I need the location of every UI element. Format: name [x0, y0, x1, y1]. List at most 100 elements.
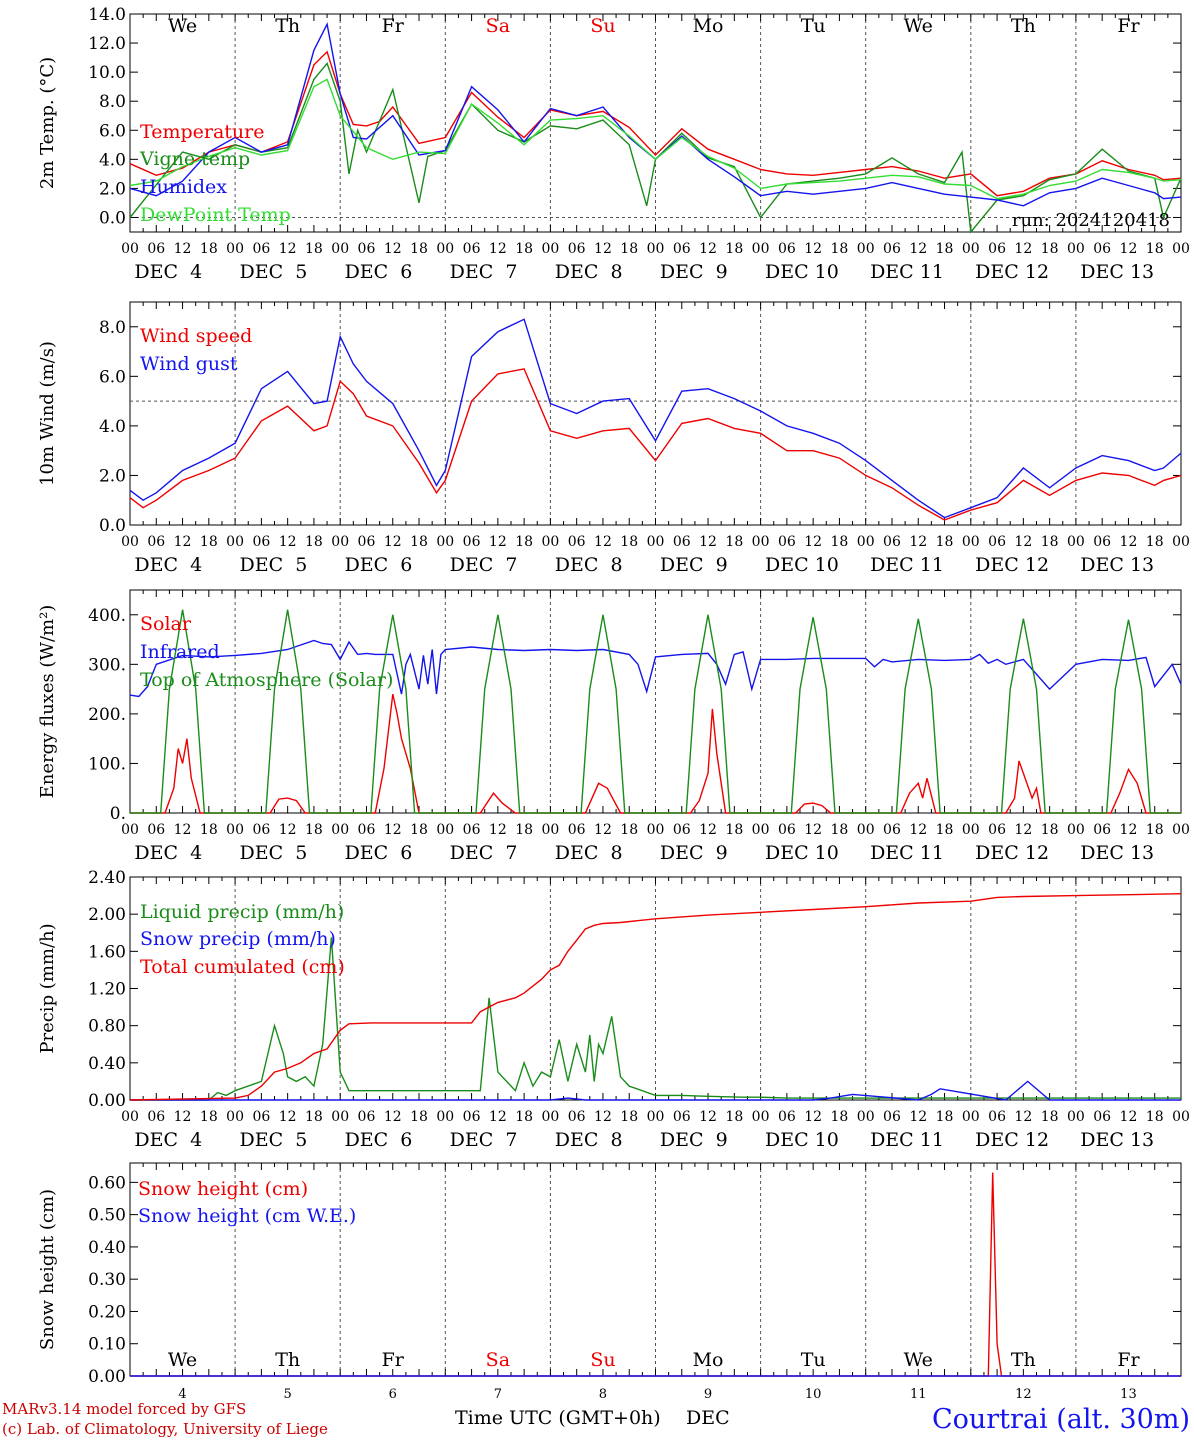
hour-label: 18	[1041, 534, 1059, 550]
hour-label: 18	[515, 241, 533, 257]
date-label: DEC 8	[555, 1129, 623, 1151]
hour-label: 18	[410, 534, 428, 550]
hour-label: 18	[831, 1109, 849, 1125]
legend-entry: Liquid precip (mm/h)	[140, 901, 344, 923]
hour-label: 06	[568, 241, 586, 257]
weekday-label: Th	[275, 15, 300, 37]
weekday-label: Fr	[1117, 1349, 1140, 1371]
hour-label: 18	[1041, 1109, 1059, 1125]
hour-label: 12	[1014, 822, 1032, 838]
hour-label: 00	[647, 822, 665, 838]
date-label: DEC 13	[1080, 1129, 1154, 1151]
hour-label: 12	[174, 241, 192, 257]
hour-label: 00	[857, 822, 875, 838]
hour-label: 18	[936, 241, 954, 257]
hour-label: 12	[384, 241, 402, 257]
hour-label: 12	[804, 241, 822, 257]
y-tick-label: 200.	[88, 705, 126, 725]
hour-label: 12	[699, 1109, 717, 1125]
legend-entry: Top of Atmosphere (Solar)	[140, 669, 393, 691]
hour-label: 18	[1146, 241, 1164, 257]
hour-label: 18	[1146, 1109, 1164, 1125]
hour-label: 18	[1041, 241, 1059, 257]
hour-label: 00	[752, 822, 770, 838]
hour-label: 12	[594, 534, 612, 550]
hour-label: 00	[962, 241, 980, 257]
panel-5: 0.00 0.10 0.20 0.30 0.40 0.50 0.60 Snow height …	[37, 1162, 1182, 1402]
hour-label: 12	[489, 822, 507, 838]
hour-label: 06	[1093, 241, 1111, 257]
hour-label: 00	[962, 822, 980, 838]
hour-label: 06	[778, 241, 796, 257]
legend-entry: Temperature	[140, 121, 264, 143]
y-tick-label: 12.0	[88, 34, 126, 54]
weekday-label: Fr	[1117, 15, 1140, 37]
hour-label: 18	[936, 822, 954, 838]
y-tick-label: 10.0	[88, 63, 126, 83]
hour-label: 12	[1120, 1109, 1138, 1125]
y-tick-label: 0.80	[88, 1017, 126, 1037]
hour-label: 00	[1172, 534, 1190, 550]
hour-label: 06	[358, 241, 376, 257]
date-label: DEC 13	[1080, 261, 1154, 283]
hour-label: 06	[883, 1109, 901, 1125]
hour-label: 12	[699, 534, 717, 550]
weekday-label: Fr	[382, 1349, 405, 1371]
hour-label: 18	[200, 241, 218, 257]
hour-label: 12	[384, 534, 402, 550]
hour-label: 00	[962, 534, 980, 550]
hour-label: 18	[1146, 822, 1164, 838]
day-number-label: 8	[599, 1387, 607, 1402]
y-tick-label: 4.0	[99, 150, 126, 170]
day-number-label: 13	[1120, 1387, 1137, 1402]
date-label: DEC 11	[870, 554, 944, 576]
hour-label: 12	[174, 822, 192, 838]
panel-1: 0.0 2.0 4.0 6.0 8.0 10.0 12.0 14.0 2m Temp. (°C)…	[37, 5, 1190, 283]
date-label: DEC 9	[660, 1129, 728, 1151]
weekday-label: Th	[1011, 15, 1036, 37]
date-label: DEC 9	[660, 842, 728, 864]
y-tick-label: 8.0	[99, 92, 126, 112]
hour-label: 00	[436, 822, 454, 838]
series-line-top-of-atmosphere-solar-	[130, 609, 1181, 814]
day-number-label: 11	[910, 1387, 927, 1402]
hour-label: 06	[673, 534, 691, 550]
hour-label: 12	[594, 241, 612, 257]
hour-label: 18	[515, 822, 533, 838]
legend-entry: Solar	[140, 613, 192, 635]
hour-label: 12	[909, 822, 927, 838]
hour-label: 00	[1067, 1109, 1085, 1125]
series-line-liquid-precip-mm-h-	[130, 937, 1181, 1101]
hour-label: 06	[988, 1109, 1006, 1125]
legend-entry: Snow precip (mm/h)	[140, 928, 336, 950]
y-tick-label: 2.0	[99, 466, 126, 486]
hour-label: 00	[1172, 241, 1190, 257]
y-axis-label: 10m Wind (m/s)	[37, 341, 58, 486]
hour-label: 18	[305, 241, 323, 257]
hour-label: 06	[463, 241, 481, 257]
hour-label: 06	[147, 241, 165, 257]
legend-entry: Snow height (cm)	[138, 1178, 308, 1200]
credit-line-1: MARv3.14 model forced by GFS	[2, 1400, 246, 1418]
day-number-label: 9	[704, 1387, 712, 1402]
date-label: DEC 12	[975, 554, 1049, 576]
hour-label: 12	[1014, 241, 1032, 257]
date-label: DEC 6	[345, 1129, 413, 1151]
hour-label: 06	[778, 1109, 796, 1125]
hour-label: 12	[804, 534, 822, 550]
hour-label: 00	[436, 534, 454, 550]
hour-label: 06	[883, 822, 901, 838]
hour-label: 00	[857, 534, 875, 550]
hour-label: 18	[410, 822, 428, 838]
hour-label: 00	[121, 822, 139, 838]
hour-label: 06	[252, 534, 270, 550]
date-label: DEC 11	[870, 261, 944, 283]
hour-label: 00	[121, 1109, 139, 1125]
y-tick-label: 0.20	[88, 1302, 126, 1322]
y-tick-label: 2.0	[99, 179, 126, 199]
weekday-label: Su	[590, 15, 615, 37]
legend-entry: Snow height (cm W.E.)	[138, 1205, 356, 1227]
hour-label: 18	[200, 534, 218, 550]
hour-label: 18	[620, 822, 638, 838]
panel-3: 0. 100. 200. 300. 400. Energy fluxes (W/m²) So…	[37, 589, 1190, 864]
